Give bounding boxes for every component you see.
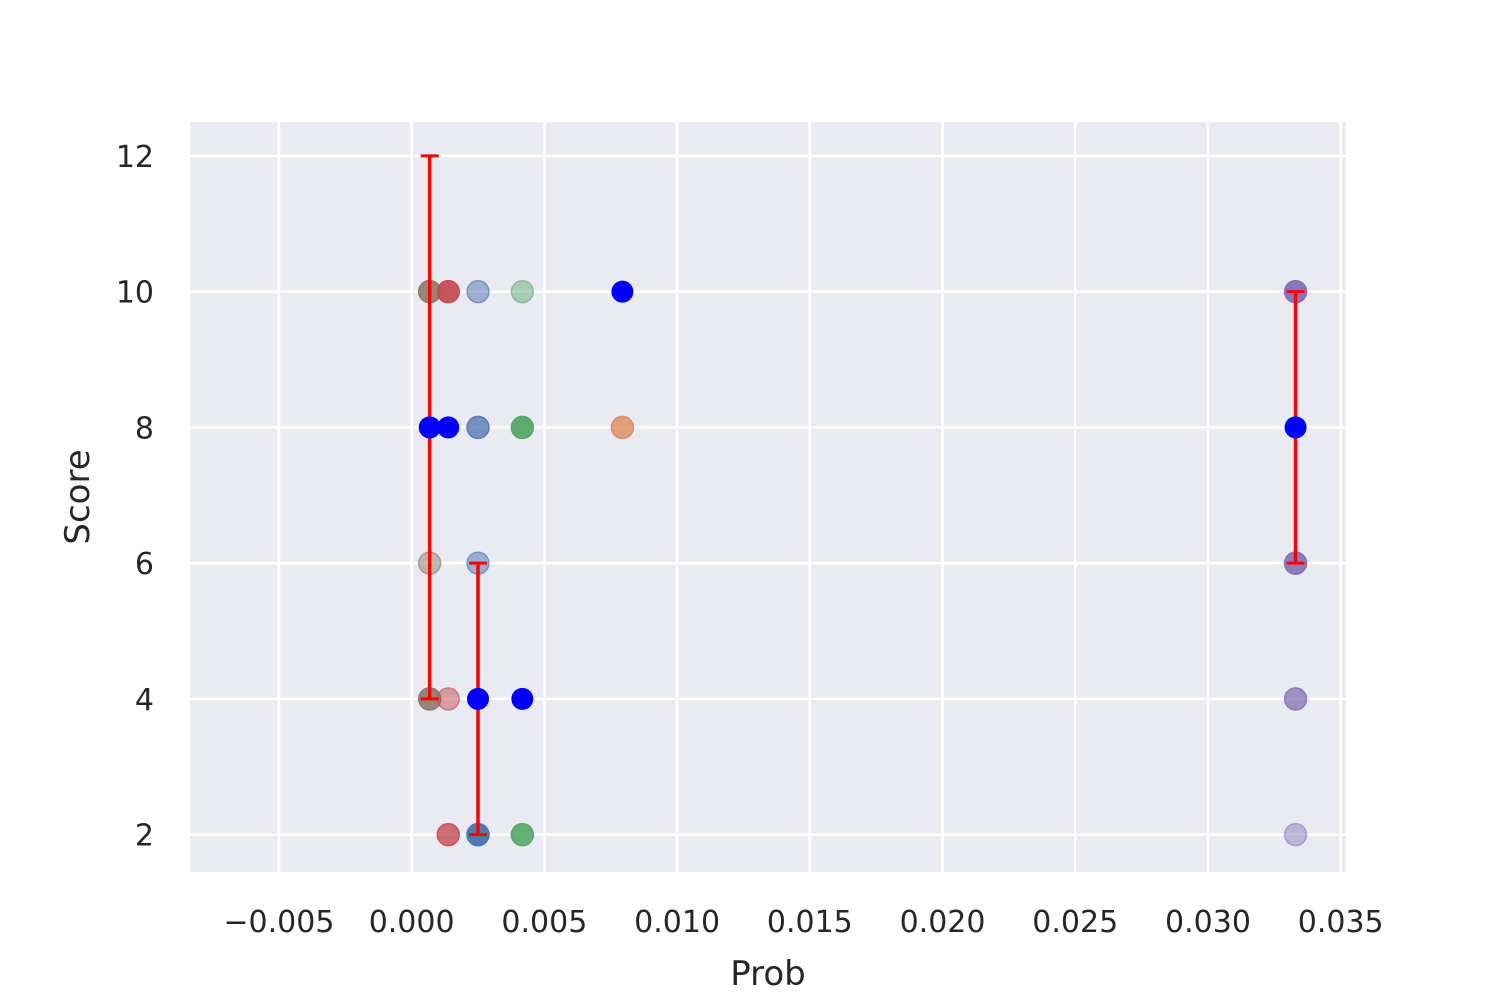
- scatter-point: [610, 415, 635, 440]
- x-tick-label: 0.000: [369, 905, 455, 940]
- scatter-point: [510, 279, 535, 304]
- y-tick-label: 12: [116, 140, 154, 175]
- y-tick-label: 6: [135, 547, 154, 582]
- scatter-point: [466, 415, 490, 440]
- x-tick-label: 0.025: [1032, 905, 1118, 940]
- y-tick-labels: 2 4 6 8 10 12: [116, 140, 154, 854]
- x-tick-label: 0.015: [767, 905, 853, 940]
- mean-point: [467, 687, 490, 710]
- grid-lines: [190, 122, 1346, 872]
- y-tick-label: 10: [116, 276, 154, 311]
- x-tick-labels: −0.005 0.000 0.005 0.010 0.015 0.020 0.025 0.03…: [223, 905, 1383, 940]
- mean-point: [437, 416, 460, 439]
- x-tick-label: 0.020: [900, 905, 986, 940]
- x-tick-label: 0.030: [1165, 905, 1251, 940]
- x-axis-label: Prob: [730, 954, 806, 994]
- mean-point: [1284, 416, 1307, 439]
- mean-points: [418, 280, 1307, 710]
- scatter-point: [436, 279, 461, 304]
- x-tick-label: −0.005: [223, 905, 334, 940]
- scatter-point: [510, 822, 535, 847]
- x-tick-label: 0.005: [501, 905, 587, 940]
- mean-point: [418, 416, 441, 439]
- x-tick-label: 0.010: [634, 905, 720, 940]
- scatter-point: [436, 687, 461, 711]
- y-tick-label: 2: [135, 819, 154, 854]
- scatter-point: [466, 279, 490, 304]
- plot-area: [190, 122, 1346, 872]
- scatter-point: [1283, 822, 1308, 847]
- y-tick-label: 8: [135, 411, 154, 446]
- scatter-point: [436, 822, 461, 847]
- y-axis-label: Score: [58, 449, 98, 544]
- y-tick-label: 4: [135, 683, 154, 718]
- scatter-point: [1283, 687, 1308, 711]
- x-tick-label: 0.035: [1298, 905, 1384, 940]
- scatter-point: [510, 415, 535, 440]
- mean-point: [511, 687, 534, 710]
- mean-point: [611, 280, 634, 303]
